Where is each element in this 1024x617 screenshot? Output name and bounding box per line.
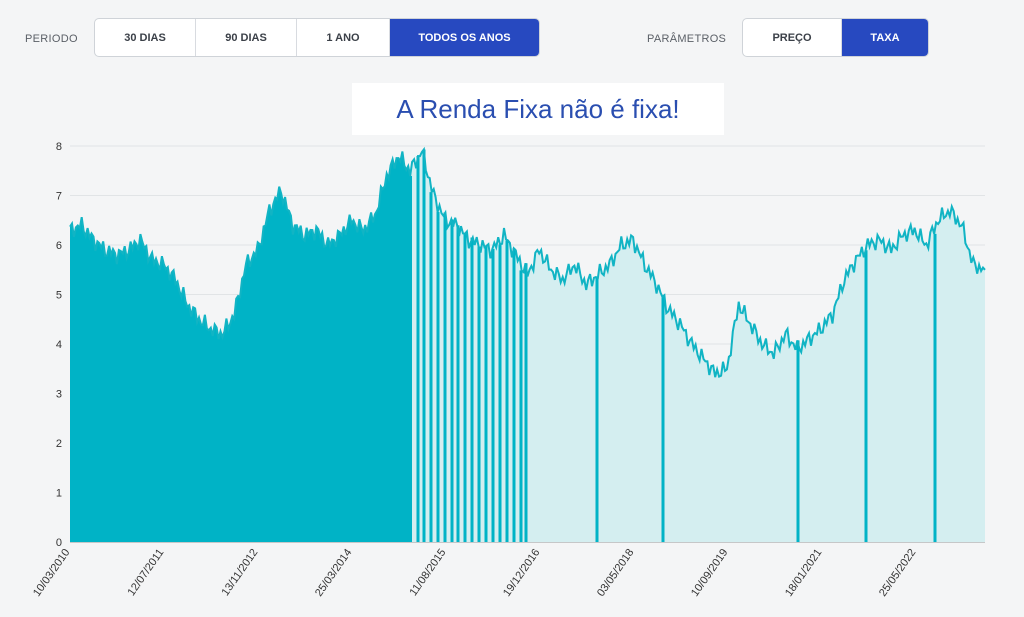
x-tick-label: 12/07/2011 — [126, 547, 167, 598]
y-tick-label: 7 — [56, 191, 62, 203]
y-tick-label: 4 — [56, 339, 62, 351]
x-tick-label: 19/12/2016 — [501, 547, 542, 599]
x-tick-label: 25/05/2022 — [877, 547, 918, 599]
y-tick-label: 0 — [56, 537, 62, 549]
params-selector: PREÇO TAXA — [742, 18, 929, 57]
params-label: PARÂMETROS — [647, 33, 727, 45]
dark-area — [70, 151, 412, 542]
param-rate-button[interactable]: TAXA — [842, 19, 928, 56]
period-label: PERIODO — [25, 33, 78, 45]
period-1-year-button[interactable]: 1 ANO — [297, 19, 390, 56]
x-tick-label: 25/03/2014 — [313, 547, 354, 599]
x-tick-label: 03/05/2018 — [595, 547, 636, 599]
x-tick-label: 18/01/2021 — [783, 547, 824, 599]
x-tick-label: 10/09/2019 — [689, 547, 730, 599]
series-line — [69, 146, 986, 378]
y-tick-label: 1 — [56, 488, 62, 500]
period-90-days-button[interactable]: 90 DIAS — [196, 19, 297, 56]
period-selector: 30 DIAS 90 DIAS 1 ANO TODOS OS ANOS — [94, 18, 540, 57]
chart-title: A Renda Fixa não é fixa! — [352, 83, 724, 135]
y-tick-label: 8 — [56, 141, 62, 153]
y-tick-label: 6 — [56, 240, 62, 252]
y-tick-label: 3 — [56, 389, 62, 401]
param-price-button[interactable]: PREÇO — [743, 19, 842, 56]
x-tick-label: 10/03/2010 — [31, 547, 72, 599]
period-all-years-button[interactable]: TODOS OS ANOS — [390, 19, 539, 56]
y-tick-label: 2 — [56, 438, 62, 450]
x-tick-label: 13/11/2012 — [220, 547, 261, 598]
period-30-days-button[interactable]: 30 DIAS — [95, 19, 196, 56]
x-tick-label: 11/08/2015 — [408, 547, 449, 598]
y-tick-label: 5 — [56, 290, 62, 302]
